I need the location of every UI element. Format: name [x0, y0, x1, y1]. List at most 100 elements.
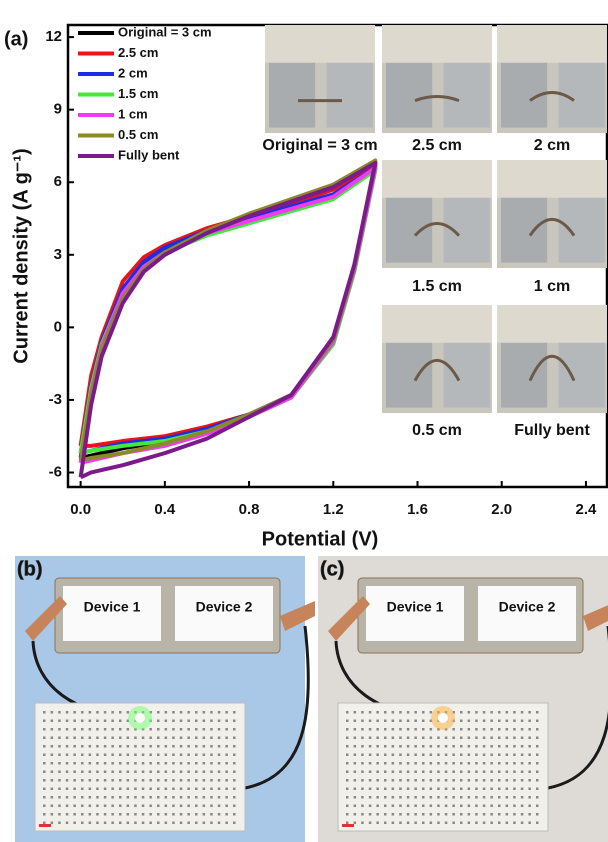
breadboard-hole [88, 779, 92, 782]
breadboard-hole [536, 711, 539, 714]
breadboard-hole [399, 711, 402, 714]
breadboard-hole [210, 787, 213, 790]
breadboard-hole [126, 762, 130, 765]
breadboard-hole [498, 753, 501, 756]
breadboard-hole [452, 711, 455, 714]
breadboard-hole [520, 770, 524, 773]
breadboard-hole [422, 736, 425, 739]
breadboard-hole [460, 719, 463, 722]
panel-label: (a) [4, 28, 28, 50]
breadboard-hole [422, 787, 425, 790]
breadboard-hole [399, 804, 402, 807]
breadboard-hole [391, 736, 395, 739]
breadboard-hole [346, 719, 349, 722]
device-card [478, 586, 576, 641]
breadboard-hole [58, 787, 61, 790]
breadboard-hole [528, 745, 531, 748]
breadboard-hole [157, 719, 160, 722]
breadboard-hole [50, 821, 54, 824]
breadboard-hole [126, 770, 130, 773]
breadboard-hole [528, 787, 531, 790]
breadboard-hole [368, 719, 372, 722]
breadboard-hole [88, 719, 92, 722]
breadboard-hole [520, 804, 524, 807]
breadboard-hole [467, 745, 471, 748]
breadboard-hole [187, 753, 190, 756]
breadboard-hole [225, 821, 228, 824]
breadboard-hole [536, 787, 539, 790]
breadboard-hole [422, 728, 425, 731]
breadboard-hole [361, 787, 364, 790]
breadboard-hole [414, 813, 417, 816]
breadboard-hole [65, 821, 69, 824]
breadboard-hole [88, 762, 92, 765]
inset-device [414, 95, 460, 103]
breadboard-hole [217, 813, 221, 816]
breadboard-hole [96, 745, 99, 748]
breadboard-hole [353, 719, 357, 722]
breadboard-hole [119, 770, 122, 773]
breadboard-hole [391, 762, 395, 765]
breadboard-hole [157, 770, 160, 773]
breadboard-hole [134, 728, 137, 731]
breadboard-hole [467, 779, 471, 782]
breadboard-hole [467, 770, 471, 773]
breadboard-hole [505, 753, 509, 756]
clip-right [583, 605, 608, 631]
breadboard-hole [452, 813, 455, 816]
breadboard-hole [444, 821, 448, 824]
breadboard-hole [149, 770, 152, 773]
breadboard-hole [429, 711, 433, 714]
inset-block [269, 62, 316, 128]
breadboard-hole [210, 779, 213, 782]
breadboard-hole [437, 736, 440, 739]
breadboard-hole [482, 711, 486, 714]
breadboard-hole [520, 813, 524, 816]
breadboard-hole [50, 719, 54, 722]
breadboard-hole [149, 796, 152, 799]
breadboard-hole [399, 728, 402, 731]
breadboard-hole [195, 711, 198, 714]
breadboard-hole [406, 804, 410, 807]
breadboard-hole [520, 796, 524, 799]
breadboard-hole [172, 804, 175, 807]
breadboard-hole [73, 753, 76, 756]
breadboard-hole [225, 779, 228, 782]
breadboard-hole [391, 779, 395, 782]
breadboard-hole [164, 745, 168, 748]
breadboard-hole [498, 821, 501, 824]
breadboard-hole [50, 770, 54, 773]
breadboard-hole [361, 762, 364, 765]
breadboard-hole [157, 779, 160, 782]
breadboard-hole [187, 719, 190, 722]
breadboard-hole [444, 804, 448, 807]
breadboard-hole [520, 719, 524, 722]
breadboard-hole [103, 796, 107, 799]
breadboard-hole [353, 787, 357, 790]
breadboard-hole [361, 745, 364, 748]
breadboard-hole [414, 779, 417, 782]
breadboard-hole [58, 779, 61, 782]
breadboard-hole [498, 770, 501, 773]
breadboard-hole [157, 813, 160, 816]
breadboard-hole [414, 719, 417, 722]
breadboard-hole [376, 821, 379, 824]
breadboard-hole [422, 813, 425, 816]
inset-device [528, 218, 576, 237]
breadboard-hole [202, 796, 206, 799]
breadboard-hole [460, 753, 463, 756]
breadboard-hole [452, 753, 455, 756]
breadboard-hole [88, 728, 92, 731]
breadboard-hole [157, 711, 160, 714]
breadboard-hole [81, 711, 84, 714]
breadboard-hole [81, 719, 84, 722]
breadboard-hole [520, 745, 524, 748]
breadboard-hole [217, 719, 221, 722]
breadboard-hole [126, 821, 130, 824]
breadboard-hole [43, 745, 46, 748]
breadboard-hole [498, 719, 501, 722]
breadboard-hole [520, 779, 524, 782]
breadboard-hole [414, 796, 417, 799]
breadboard-hole [528, 813, 531, 816]
breadboard-hole [119, 719, 122, 722]
